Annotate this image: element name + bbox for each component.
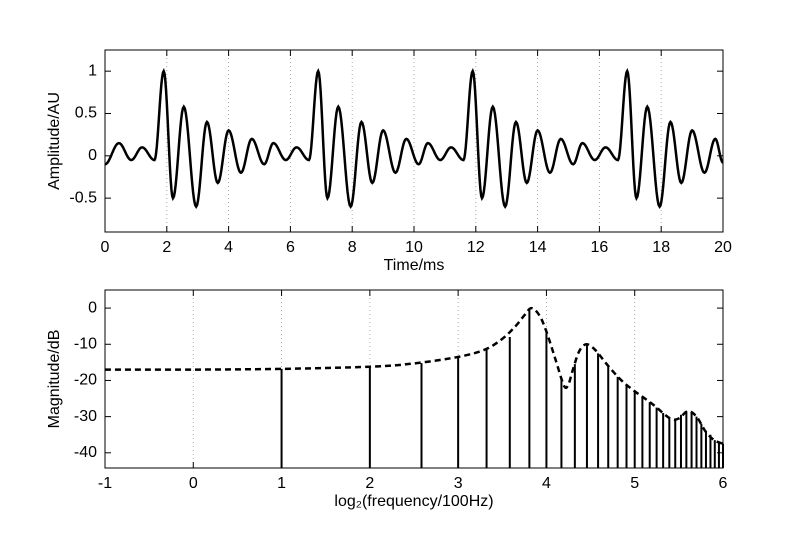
x-tick-label: 4 — [542, 475, 551, 492]
x-tick-label: 6 — [286, 239, 295, 256]
x-axis-label: Time/ms — [384, 257, 445, 274]
x-tick-label: 8 — [348, 239, 357, 256]
x-tick-label: 6 — [719, 475, 728, 492]
y-tick-label: 0.5 — [75, 105, 97, 122]
y-tick-label: 1 — [88, 62, 97, 79]
x-tick-label: 5 — [630, 475, 639, 492]
x-tick-label: 20 — [714, 239, 732, 256]
x-tick-label: 0 — [101, 239, 110, 256]
y-tick-label: -0.5 — [69, 189, 97, 206]
y-tick-label: -30 — [74, 408, 97, 425]
y-tick-label: 0 — [88, 147, 97, 164]
waveform-line — [104, 68, 724, 209]
x-tick-label: -1 — [98, 475, 112, 492]
x-tick-label: 0 — [189, 475, 198, 492]
x-tick-label: 3 — [454, 475, 463, 492]
y-tick-label: -20 — [74, 372, 97, 389]
y-axis-label: Magnitude/dB — [46, 330, 63, 429]
x-tick-label: 12 — [467, 239, 485, 256]
x-tick-label: 18 — [652, 239, 670, 256]
x-axis-label: log₂(frequency/100Hz) — [334, 493, 493, 510]
axes-frame — [104, 49, 724, 233]
x-tick-label: 4 — [224, 239, 233, 256]
y-tick-label: -40 — [74, 444, 97, 461]
y-axis-label: Amplitude/AU — [46, 92, 63, 190]
x-tick-label: 10 — [405, 239, 423, 256]
x-tick-label: 2 — [162, 239, 171, 256]
x-tick-label: 16 — [591, 239, 609, 256]
x-tick-label: 14 — [529, 239, 547, 256]
envelope-line — [104, 306, 724, 445]
x-tick-label: 2 — [365, 475, 374, 492]
y-tick-label: -10 — [74, 335, 97, 352]
x-tick-label: 1 — [277, 475, 286, 492]
axes-frame — [104, 289, 724, 469]
y-tick-label: 0 — [88, 299, 97, 316]
